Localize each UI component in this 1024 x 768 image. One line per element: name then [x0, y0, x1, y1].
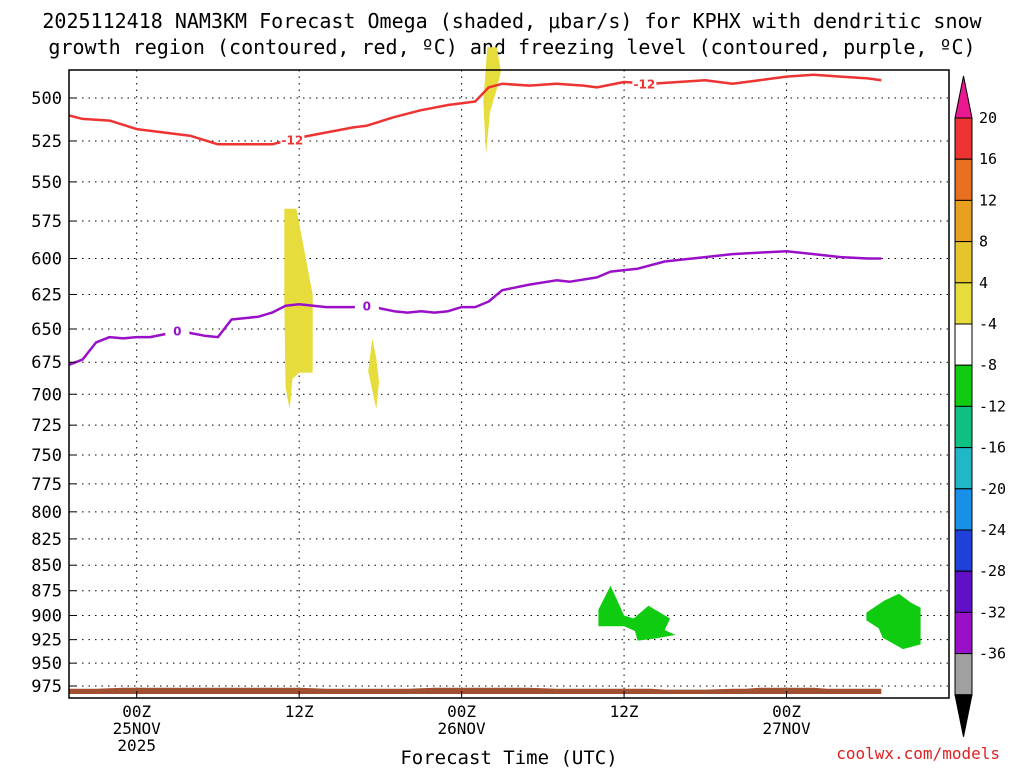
- plot-area: [69, 70, 949, 698]
- colorbar-swatch-1: [954, 158, 973, 201]
- colorbar-swatch-5: [954, 323, 973, 366]
- colorbar-swatch-7: [954, 405, 973, 449]
- grid-lines: [69, 70, 949, 698]
- colorbar-label-6: -8: [979, 356, 997, 374]
- shaded-region-2: [483, 47, 501, 155]
- contour-label-bg-0-1: [632, 75, 657, 92]
- y-tick-label-625: 625: [31, 285, 62, 305]
- contour-label-0-1: -12: [634, 77, 656, 91]
- y-tick-label-675: 675: [31, 353, 62, 373]
- x-axis-title: Forecast Time (UTC): [400, 747, 617, 768]
- colorbar-label-1: 16: [979, 150, 997, 168]
- colorbar-label-10: -24: [979, 521, 1006, 539]
- contour-label-0-0: -12: [282, 133, 304, 147]
- y-tick-label-650: 650: [31, 320, 62, 340]
- chart-title-line2: growth region (contoured, red, ºC) and f…: [48, 35, 975, 59]
- x-tick-label2-2: 26NOV: [438, 719, 487, 738]
- y-tick-label-575: 575: [31, 212, 62, 232]
- contour-label-bg-0-0: [280, 131, 305, 148]
- colorbar-swatch-6: [954, 364, 973, 407]
- y-tick-label-500: 500: [31, 89, 62, 109]
- colorbar-swatch-10: [954, 529, 973, 572]
- colorbar-swatch-0: [954, 117, 973, 160]
- colorbar-label-9: -20: [979, 480, 1006, 498]
- colorbar-swatch-13: [954, 653, 973, 696]
- y-tick-label-725: 725: [31, 416, 62, 436]
- colorbar-label-3: 8: [979, 233, 988, 251]
- shaded-region-0: [284, 208, 313, 410]
- colorbar-label-0: 20: [979, 109, 997, 127]
- colorbar-swatch-2: [954, 199, 973, 243]
- x-tick-label1-1: 12Z: [285, 702, 314, 721]
- colorbar: 20 16 12 8 4 -4 -8 -12 -16 -20 -24 -28 -32 -36: [954, 75, 1006, 737]
- colorbar-bottom-arrow: [954, 694, 973, 737]
- colorbar-label-12: -32: [979, 603, 1006, 621]
- contour-label-bg-1-1: [354, 297, 379, 314]
- colorbar-label-11: -28: [979, 562, 1006, 580]
- plot-frame: [68, 69, 950, 699]
- colorbar-label-13: -36: [979, 645, 1006, 663]
- shaded-region-3: [598, 585, 676, 641]
- shaded-region-4: [866, 593, 921, 650]
- y-tick-label-900: 900: [31, 607, 62, 627]
- contour-label-bg-1-0: [165, 322, 190, 339]
- credit-text: coolwx.com/models: [836, 744, 1000, 763]
- terrain-fill: [69, 687, 882, 694]
- y-tick-label-550: 550: [31, 173, 62, 193]
- colorbar-label-2: 12: [979, 191, 997, 209]
- y-tick-label-750: 750: [31, 446, 62, 466]
- y-tick-label-700: 700: [31, 385, 62, 405]
- contour-line-0: [68, 73, 882, 146]
- x-tick-label1-4: 00Z: [772, 702, 801, 721]
- x-tick-label2-0: 25NOV: [113, 719, 162, 738]
- chart-title-line1: 2025112418 NAM3KM Forecast Omega (shaded…: [42, 9, 982, 33]
- colorbar-top-arrow: [954, 75, 973, 119]
- colorbar-swatch-11: [954, 570, 973, 613]
- contour-label-1-1: 0: [363, 300, 371, 314]
- colorbar-swatch-9: [954, 488, 973, 531]
- y-tick-label-775: 775: [31, 475, 62, 495]
- omega-shading: [284, 47, 921, 650]
- colorbar-label-4: 4: [979, 274, 988, 292]
- y-tick-label-925: 925: [31, 631, 62, 651]
- terrain-layer: [69, 687, 882, 694]
- colorbar-swatch-3: [954, 241, 973, 284]
- colorbar-label-7: -12: [979, 397, 1006, 415]
- colorbar-swatch-4: [954, 282, 973, 325]
- x-tick-label2-4: 27NOV: [762, 719, 811, 738]
- colorbar-swatch-12: [954, 611, 973, 655]
- x-tick-label1-2: 00Z: [447, 702, 476, 721]
- y-tick-label-975: 975: [31, 677, 62, 697]
- colorbar-swatch-8: [954, 447, 973, 490]
- y-axis-ticks: 500 525 550 575 600 625 650 675 700 725 750 775 800 8…: [31, 89, 76, 697]
- y-tick-label-875: 875: [31, 582, 62, 602]
- x-tick-label3-0: 2025: [117, 736, 156, 755]
- y-tick-label-950: 950: [31, 654, 62, 674]
- contour-lines: -12 -12 0 0: [68, 73, 882, 366]
- colorbar-label-8: -16: [979, 439, 1006, 457]
- x-tick-label1-3: 12Z: [610, 702, 639, 721]
- y-tick-label-525: 525: [31, 132, 62, 152]
- shaded-region-1: [368, 338, 379, 410]
- x-tick-label1-0: 00Z: [122, 702, 151, 721]
- y-tick-label-800: 800: [31, 503, 62, 523]
- y-tick-label-600: 600: [31, 250, 62, 270]
- y-tick-label-850: 850: [31, 556, 62, 576]
- contour-label-1-0: 0: [173, 324, 181, 338]
- colorbar-label-5: -4: [979, 315, 997, 333]
- y-tick-label-825: 825: [31, 530, 62, 550]
